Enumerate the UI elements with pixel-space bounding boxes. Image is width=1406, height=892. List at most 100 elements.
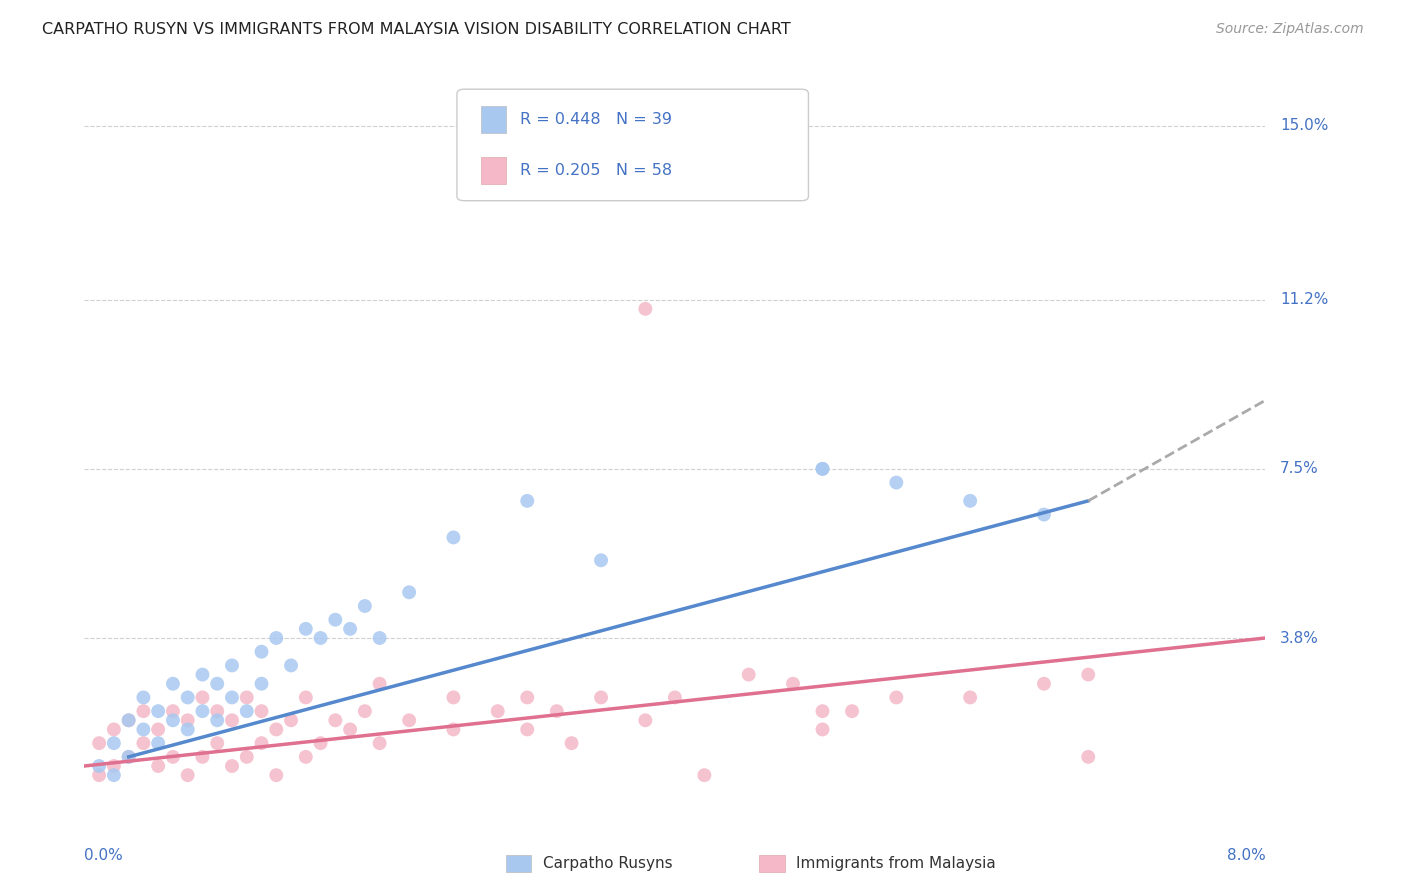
- Point: [132, 704, 155, 718]
- Point: [191, 667, 214, 681]
- Point: [811, 723, 834, 737]
- Point: [811, 462, 834, 476]
- Point: [87, 736, 111, 750]
- Point: [886, 690, 908, 705]
- Point: [516, 723, 538, 737]
- Text: CARPATHO RUSYN VS IMMIGRANTS FROM MALAYSIA VISION DISABILITY CORRELATION CHART: CARPATHO RUSYN VS IMMIGRANTS FROM MALAYS…: [42, 22, 792, 37]
- Point: [103, 759, 125, 773]
- Text: 11.2%: 11.2%: [1281, 293, 1329, 307]
- Point: [295, 690, 318, 705]
- Point: [250, 645, 273, 659]
- Point: [235, 749, 259, 764]
- Point: [103, 768, 125, 782]
- Text: 8.0%: 8.0%: [1226, 848, 1265, 863]
- Point: [177, 714, 200, 728]
- Point: [205, 704, 228, 718]
- Point: [443, 530, 465, 544]
- Point: [205, 736, 228, 750]
- Text: 15.0%: 15.0%: [1281, 119, 1329, 134]
- Point: [118, 749, 141, 764]
- Point: [118, 714, 141, 728]
- Point: [148, 723, 170, 737]
- Text: R = 0.448   N = 39: R = 0.448 N = 39: [520, 112, 672, 127]
- Point: [1032, 508, 1054, 522]
- Point: [591, 690, 613, 705]
- Point: [132, 736, 155, 750]
- Point: [664, 690, 686, 705]
- Point: [354, 599, 377, 613]
- Point: [87, 768, 111, 782]
- Point: [103, 723, 125, 737]
- Point: [103, 736, 125, 750]
- Point: [339, 723, 361, 737]
- Point: [1077, 749, 1099, 764]
- Point: [191, 704, 214, 718]
- Point: [177, 690, 200, 705]
- Text: 0.0%: 0.0%: [84, 848, 124, 863]
- Point: [221, 690, 243, 705]
- Point: [560, 736, 583, 750]
- Point: [264, 723, 288, 737]
- Point: [162, 749, 184, 764]
- Point: [148, 759, 170, 773]
- Point: [368, 676, 391, 690]
- Point: [398, 585, 420, 599]
- Point: [516, 690, 538, 705]
- Point: [177, 768, 200, 782]
- Point: [693, 768, 716, 782]
- Point: [250, 736, 273, 750]
- Point: [546, 704, 568, 718]
- Point: [250, 704, 273, 718]
- Point: [841, 704, 863, 718]
- Point: [148, 704, 170, 718]
- Point: [339, 622, 361, 636]
- Point: [959, 493, 981, 508]
- Point: [191, 749, 214, 764]
- Point: [264, 631, 288, 645]
- Point: [205, 714, 228, 728]
- Text: Source: ZipAtlas.com: Source: ZipAtlas.com: [1216, 22, 1364, 37]
- Point: [264, 768, 288, 782]
- Point: [235, 704, 259, 718]
- Text: 3.8%: 3.8%: [1281, 631, 1319, 646]
- Point: [1032, 676, 1054, 690]
- Point: [221, 658, 243, 673]
- Point: [486, 704, 509, 718]
- Point: [191, 690, 214, 705]
- Point: [309, 736, 332, 750]
- Point: [221, 759, 243, 773]
- Text: 7.5%: 7.5%: [1281, 461, 1319, 476]
- Point: [634, 714, 657, 728]
- Point: [280, 658, 302, 673]
- Point: [323, 714, 347, 728]
- Point: [811, 462, 834, 476]
- Point: [1077, 667, 1099, 681]
- Point: [368, 631, 391, 645]
- Point: [87, 759, 111, 773]
- Point: [162, 704, 184, 718]
- Point: [162, 676, 184, 690]
- Point: [811, 704, 834, 718]
- Point: [737, 667, 759, 681]
- Point: [443, 723, 465, 737]
- Point: [782, 676, 804, 690]
- Point: [177, 723, 200, 737]
- Point: [516, 493, 538, 508]
- Point: [132, 723, 155, 737]
- Point: [368, 736, 391, 750]
- Point: [162, 714, 184, 728]
- Point: [398, 714, 420, 728]
- Point: [235, 690, 259, 705]
- Point: [205, 676, 228, 690]
- Point: [959, 690, 981, 705]
- Point: [118, 714, 141, 728]
- Point: [591, 553, 613, 567]
- Text: R = 0.205   N = 58: R = 0.205 N = 58: [520, 163, 672, 178]
- Text: Immigrants from Malaysia: Immigrants from Malaysia: [796, 856, 995, 871]
- Point: [634, 301, 657, 316]
- Point: [323, 613, 347, 627]
- Text: Carpatho Rusyns: Carpatho Rusyns: [543, 856, 672, 871]
- Point: [148, 736, 170, 750]
- Point: [118, 749, 141, 764]
- Point: [354, 704, 377, 718]
